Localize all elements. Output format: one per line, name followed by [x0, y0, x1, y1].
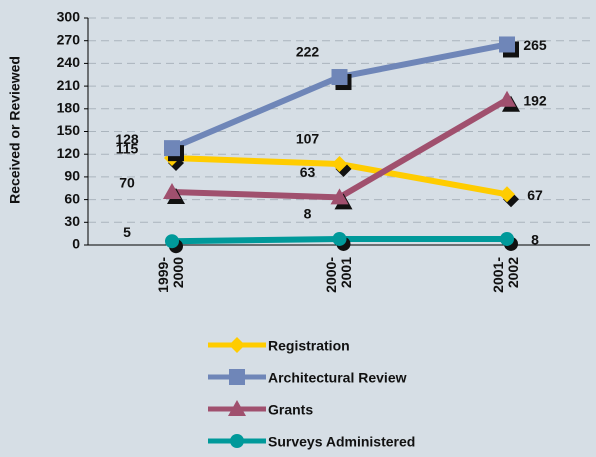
- marker: [163, 183, 181, 200]
- data-label: 5: [123, 224, 131, 240]
- y-tick-label: 210: [57, 77, 81, 93]
- y-tick-label: 60: [64, 190, 80, 206]
- marker: [498, 90, 516, 107]
- legend-label: Grants: [268, 402, 313, 418]
- marker: [499, 186, 515, 203]
- data-label: 8: [531, 232, 539, 248]
- y-tick-label: 300: [57, 9, 81, 25]
- data-label: 265: [523, 37, 547, 53]
- legend-marker: [229, 369, 245, 385]
- marker: [332, 231, 347, 246]
- data-label: 107: [296, 131, 320, 147]
- y-tick-label: 0: [72, 236, 80, 252]
- series-line: [170, 41, 508, 151]
- data-label: 63: [300, 164, 316, 180]
- y-tick-label: 90: [64, 168, 80, 184]
- data-label: 8: [304, 206, 312, 222]
- data-label: 128: [115, 131, 139, 147]
- y-axis-label: Received or Reviewed: [7, 56, 23, 204]
- marker: [330, 188, 349, 205]
- data-label: 192: [523, 92, 547, 108]
- legend-marker: [230, 434, 244, 448]
- data-label: 115: [116, 141, 139, 157]
- y-tick-label: 150: [57, 122, 81, 138]
- legend-marker: [228, 400, 246, 416]
- x-tick-label: 2000- 2001: [322, 257, 354, 293]
- data-label: 67: [527, 187, 543, 203]
- y-tick-label: 120: [57, 145, 81, 161]
- data-label: 70: [119, 175, 135, 191]
- y-tick-label: 270: [57, 31, 81, 47]
- legend-label: Architectural Review: [268, 370, 407, 386]
- marker: [331, 69, 348, 86]
- data-label: 222: [296, 44, 320, 60]
- y-tick-label: 240: [57, 54, 81, 70]
- x-tick-label: 2001- 2002: [490, 257, 521, 293]
- marker: [164, 140, 180, 157]
- legend-label: Registration: [268, 338, 350, 354]
- marker: [500, 231, 514, 246]
- marker: [331, 156, 348, 173]
- legend-label: Surveys Administered: [268, 434, 415, 450]
- y-tick-label: 180: [57, 100, 81, 116]
- x-tick-label: 1999- 2000: [155, 257, 186, 293]
- marker: [499, 36, 515, 53]
- marker: [165, 234, 179, 249]
- legend-marker: [229, 337, 245, 353]
- y-tick-label: 30: [64, 213, 80, 229]
